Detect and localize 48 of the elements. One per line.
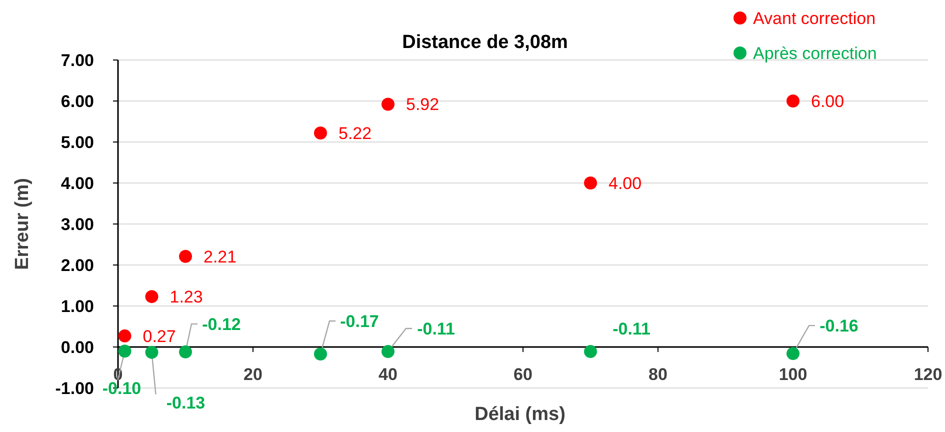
- data-label: -0.16: [820, 316, 858, 336]
- y-tick-label: 3.00: [60, 214, 94, 234]
- y-tick-label: 6.00: [60, 92, 94, 111]
- data-label: -0.12: [202, 314, 241, 334]
- y-tick-label: 1.00: [60, 296, 94, 316]
- point: [584, 345, 597, 358]
- point: [179, 250, 192, 263]
- point: [584, 176, 597, 190]
- data-label: -0.17: [340, 312, 379, 331]
- x-tick-label: 80: [648, 365, 668, 384]
- data-label: -0.11: [612, 319, 650, 338]
- y-tick-label: 5.00: [60, 132, 94, 152]
- legend-label: Avant correction: [753, 8, 876, 28]
- y-tick-label: 4.00: [60, 174, 94, 193]
- x-tick-label: 60: [514, 365, 532, 384]
- point: [382, 98, 394, 111]
- data-label: -0.11: [417, 319, 455, 338]
- data-label: -0.10: [102, 379, 142, 398]
- data-label: 2.21: [204, 247, 237, 266]
- y-axis-title: Erreur (m): [12, 178, 33, 270]
- x-axis-title: Délai (ms): [474, 404, 566, 425]
- point: [314, 126, 327, 140]
- data-label: 4.00: [608, 174, 642, 193]
- y-tick-label: 2.00: [60, 256, 94, 275]
- point: [179, 345, 192, 358]
- point: [382, 345, 394, 358]
- data-label: 5.22: [338, 124, 372, 143]
- point: [145, 346, 158, 359]
- y-tick-label: 7.00: [60, 50, 94, 70]
- point: [786, 94, 800, 108]
- data-label: -0.13: [166, 393, 206, 412]
- data-label: 1.23: [170, 288, 203, 307]
- point: [314, 347, 327, 360]
- x-tick-label: 20: [244, 365, 262, 384]
- x-tick-label: 100: [778, 365, 808, 384]
- x-tick-label: 120: [914, 365, 942, 384]
- x-tick-label: 40: [378, 365, 398, 384]
- point: [145, 290, 158, 304]
- data-label: 6.00: [811, 92, 844, 111]
- chart-title: Distance de 3,08m: [402, 32, 568, 53]
- y-tick-label: -1.00: [55, 378, 94, 398]
- data-label: 0.27: [142, 326, 176, 346]
- point: [786, 347, 800, 360]
- data-label: 5.92: [406, 95, 440, 114]
- point: [118, 329, 132, 342]
- point: [118, 344, 132, 358]
- legend-label: Après correction: [753, 44, 877, 63]
- y-tick-label: 0.00: [60, 338, 94, 357]
